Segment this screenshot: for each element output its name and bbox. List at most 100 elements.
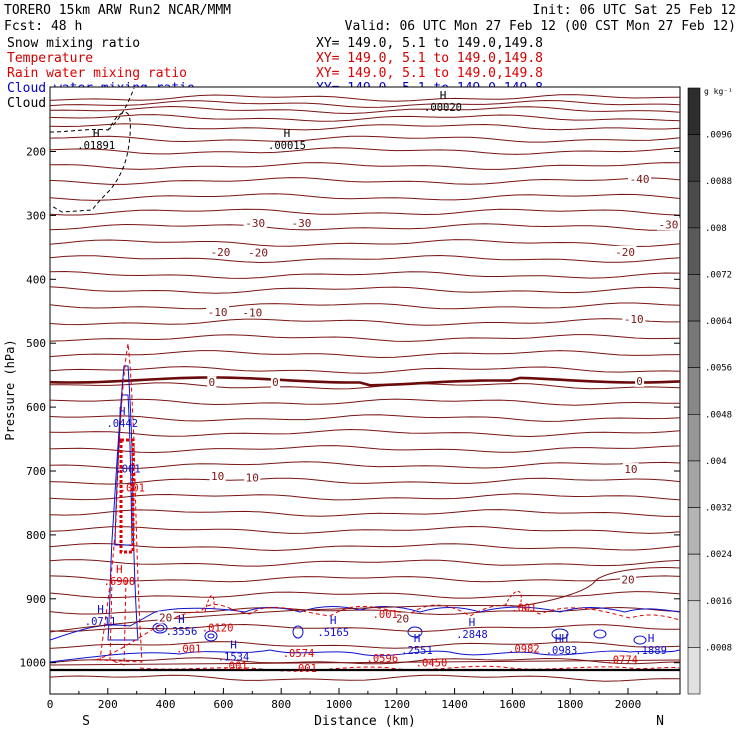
temperature-isotherm (49, 366, 681, 374)
label-background (656, 218, 680, 231)
y-tick-label: 500 (26, 337, 46, 350)
label-background (635, 374, 645, 387)
temperature-label: -20 (248, 246, 268, 259)
maximum-value: .1534 (218, 651, 250, 663)
temperature-label: 10 (211, 470, 224, 483)
maximum-marker: H (469, 616, 476, 629)
legend-entry-xy: XY= 149.0, 5.1 to 149.0,149.8 (316, 51, 543, 66)
colorbar-swatch (687, 134, 701, 182)
maximum-value: .0442 (106, 418, 138, 430)
temperature-isotherm (49, 270, 681, 279)
contour-layer: -40 -30 -30 -30 -20 -20 -20 -10 -10 -10 0 0 0 10 10 10 2… (49, 87, 681, 682)
x-tick-label: 1000 (326, 698, 353, 711)
freezing-level-isotherm (49, 376, 681, 387)
temperature-label: -20 (211, 246, 231, 259)
temperature-isotherm (49, 147, 681, 155)
x-start-label: S (82, 714, 90, 729)
temperature-label: 20 (396, 613, 409, 626)
temperature-isotherm (49, 659, 681, 666)
colorbar-label: .0096 (705, 131, 732, 141)
temperature-isotherm (49, 239, 681, 248)
maximum-value: .1889 (635, 645, 667, 657)
figure-header: TORERO 15km ARW Run2 NCAR/MMM Init: 06 U… (4, 3, 736, 34)
maximum-value: .001 (511, 603, 536, 615)
temperature-isotherm (49, 591, 681, 599)
maximum-marker: H (93, 127, 100, 140)
temperature-isotherm (49, 135, 681, 143)
rain-water-contour (109, 579, 127, 666)
label-background (157, 611, 174, 624)
x-end-label: N (656, 714, 664, 729)
temperature-isotherm (49, 657, 681, 665)
maximum-value: .0450 (416, 658, 448, 670)
label-background (207, 376, 217, 389)
y-tick-label: 800 (26, 529, 46, 542)
temperature-isotherm (49, 162, 681, 170)
maximum-value: .00020 (424, 102, 462, 114)
temperature-isotherm (49, 623, 680, 632)
temperature-label: -10 (624, 313, 644, 326)
x-tick-label: 0 (47, 698, 54, 711)
temperature-isotherm (49, 567, 681, 633)
colorbar-label: .0024 (705, 550, 732, 560)
maximum-value: .3556 (166, 626, 198, 638)
temperature-isotherm (49, 445, 681, 454)
x-tick-label: 600 (213, 698, 233, 711)
maximum-marker: H (230, 638, 237, 651)
temperature-isotherm (49, 318, 680, 326)
legend-entry-name: Temperature (7, 51, 93, 66)
temperature-isotherm (49, 193, 681, 201)
cloud-water-contour (633, 635, 647, 645)
temperature-isotherm (49, 254, 681, 264)
colorbar-swatch (687, 320, 701, 368)
temperature-isotherm (49, 477, 681, 485)
label-background (243, 217, 267, 230)
temperature-isotherm (49, 114, 681, 122)
x-tick-label: 1200 (384, 698, 411, 711)
cloud-water-contour (49, 649, 681, 663)
maximum-marker: H (440, 89, 447, 102)
maximum-value: .0983 (546, 645, 578, 657)
temperature-isotherm (49, 641, 681, 649)
cloud-water-contour (593, 629, 607, 639)
temperature-isotherm (49, 123, 681, 131)
maximum-value: .00015 (268, 140, 306, 152)
x-tick-label: 800 (271, 698, 291, 711)
temperature-isotherm (49, 575, 681, 583)
label-background (619, 573, 636, 586)
temperature-label: 10 (624, 463, 637, 476)
maximum-marker: H (414, 632, 421, 645)
colorbar-swatch (687, 647, 701, 695)
y-tick-label: 1000 (20, 657, 47, 670)
cloud-water-contour (551, 628, 569, 640)
temperature-label: 0 (272, 376, 279, 389)
cloud-water-contour (107, 365, 139, 641)
colorbar-unit: g kg⁻¹ (704, 87, 733, 96)
label-background (628, 172, 652, 185)
x-tick-label: 400 (156, 698, 176, 711)
colorbar-swatch (687, 367, 701, 415)
rain-water-contour (94, 604, 681, 661)
maximum-value: .0774 (606, 655, 638, 667)
maximum-marker: HH (555, 632, 568, 645)
temperature-isotherm (49, 105, 681, 115)
cloud-water-contour (207, 633, 215, 639)
label-background (246, 246, 270, 259)
temperature-label: 10 (246, 471, 259, 484)
maximum-marker: H (116, 563, 123, 576)
legend-entry-xy: XY= 149.0, 5.1 to 149.0,149.8 (316, 36, 543, 51)
temperature-isotherm (49, 414, 681, 422)
temperature-label: -10 (242, 307, 262, 320)
colorbar-label: .004 (705, 457, 727, 467)
legend-entry-name: Snow mixing ratio (7, 36, 140, 51)
temperature-isotherm (49, 94, 681, 102)
init-time: Init: 06 UTC Sat 25 Feb 12 (533, 3, 737, 18)
maximum-value: .001 (115, 463, 140, 475)
temperature-isotherm (49, 208, 681, 216)
colorbar-swatch (687, 227, 701, 275)
temperature-label: -30 (245, 217, 265, 230)
colorbar-swatch (687, 553, 701, 602)
temperature-isotherm (49, 334, 681, 342)
maximum-marker: H (284, 127, 291, 140)
maximum-value: .001 (176, 644, 201, 656)
